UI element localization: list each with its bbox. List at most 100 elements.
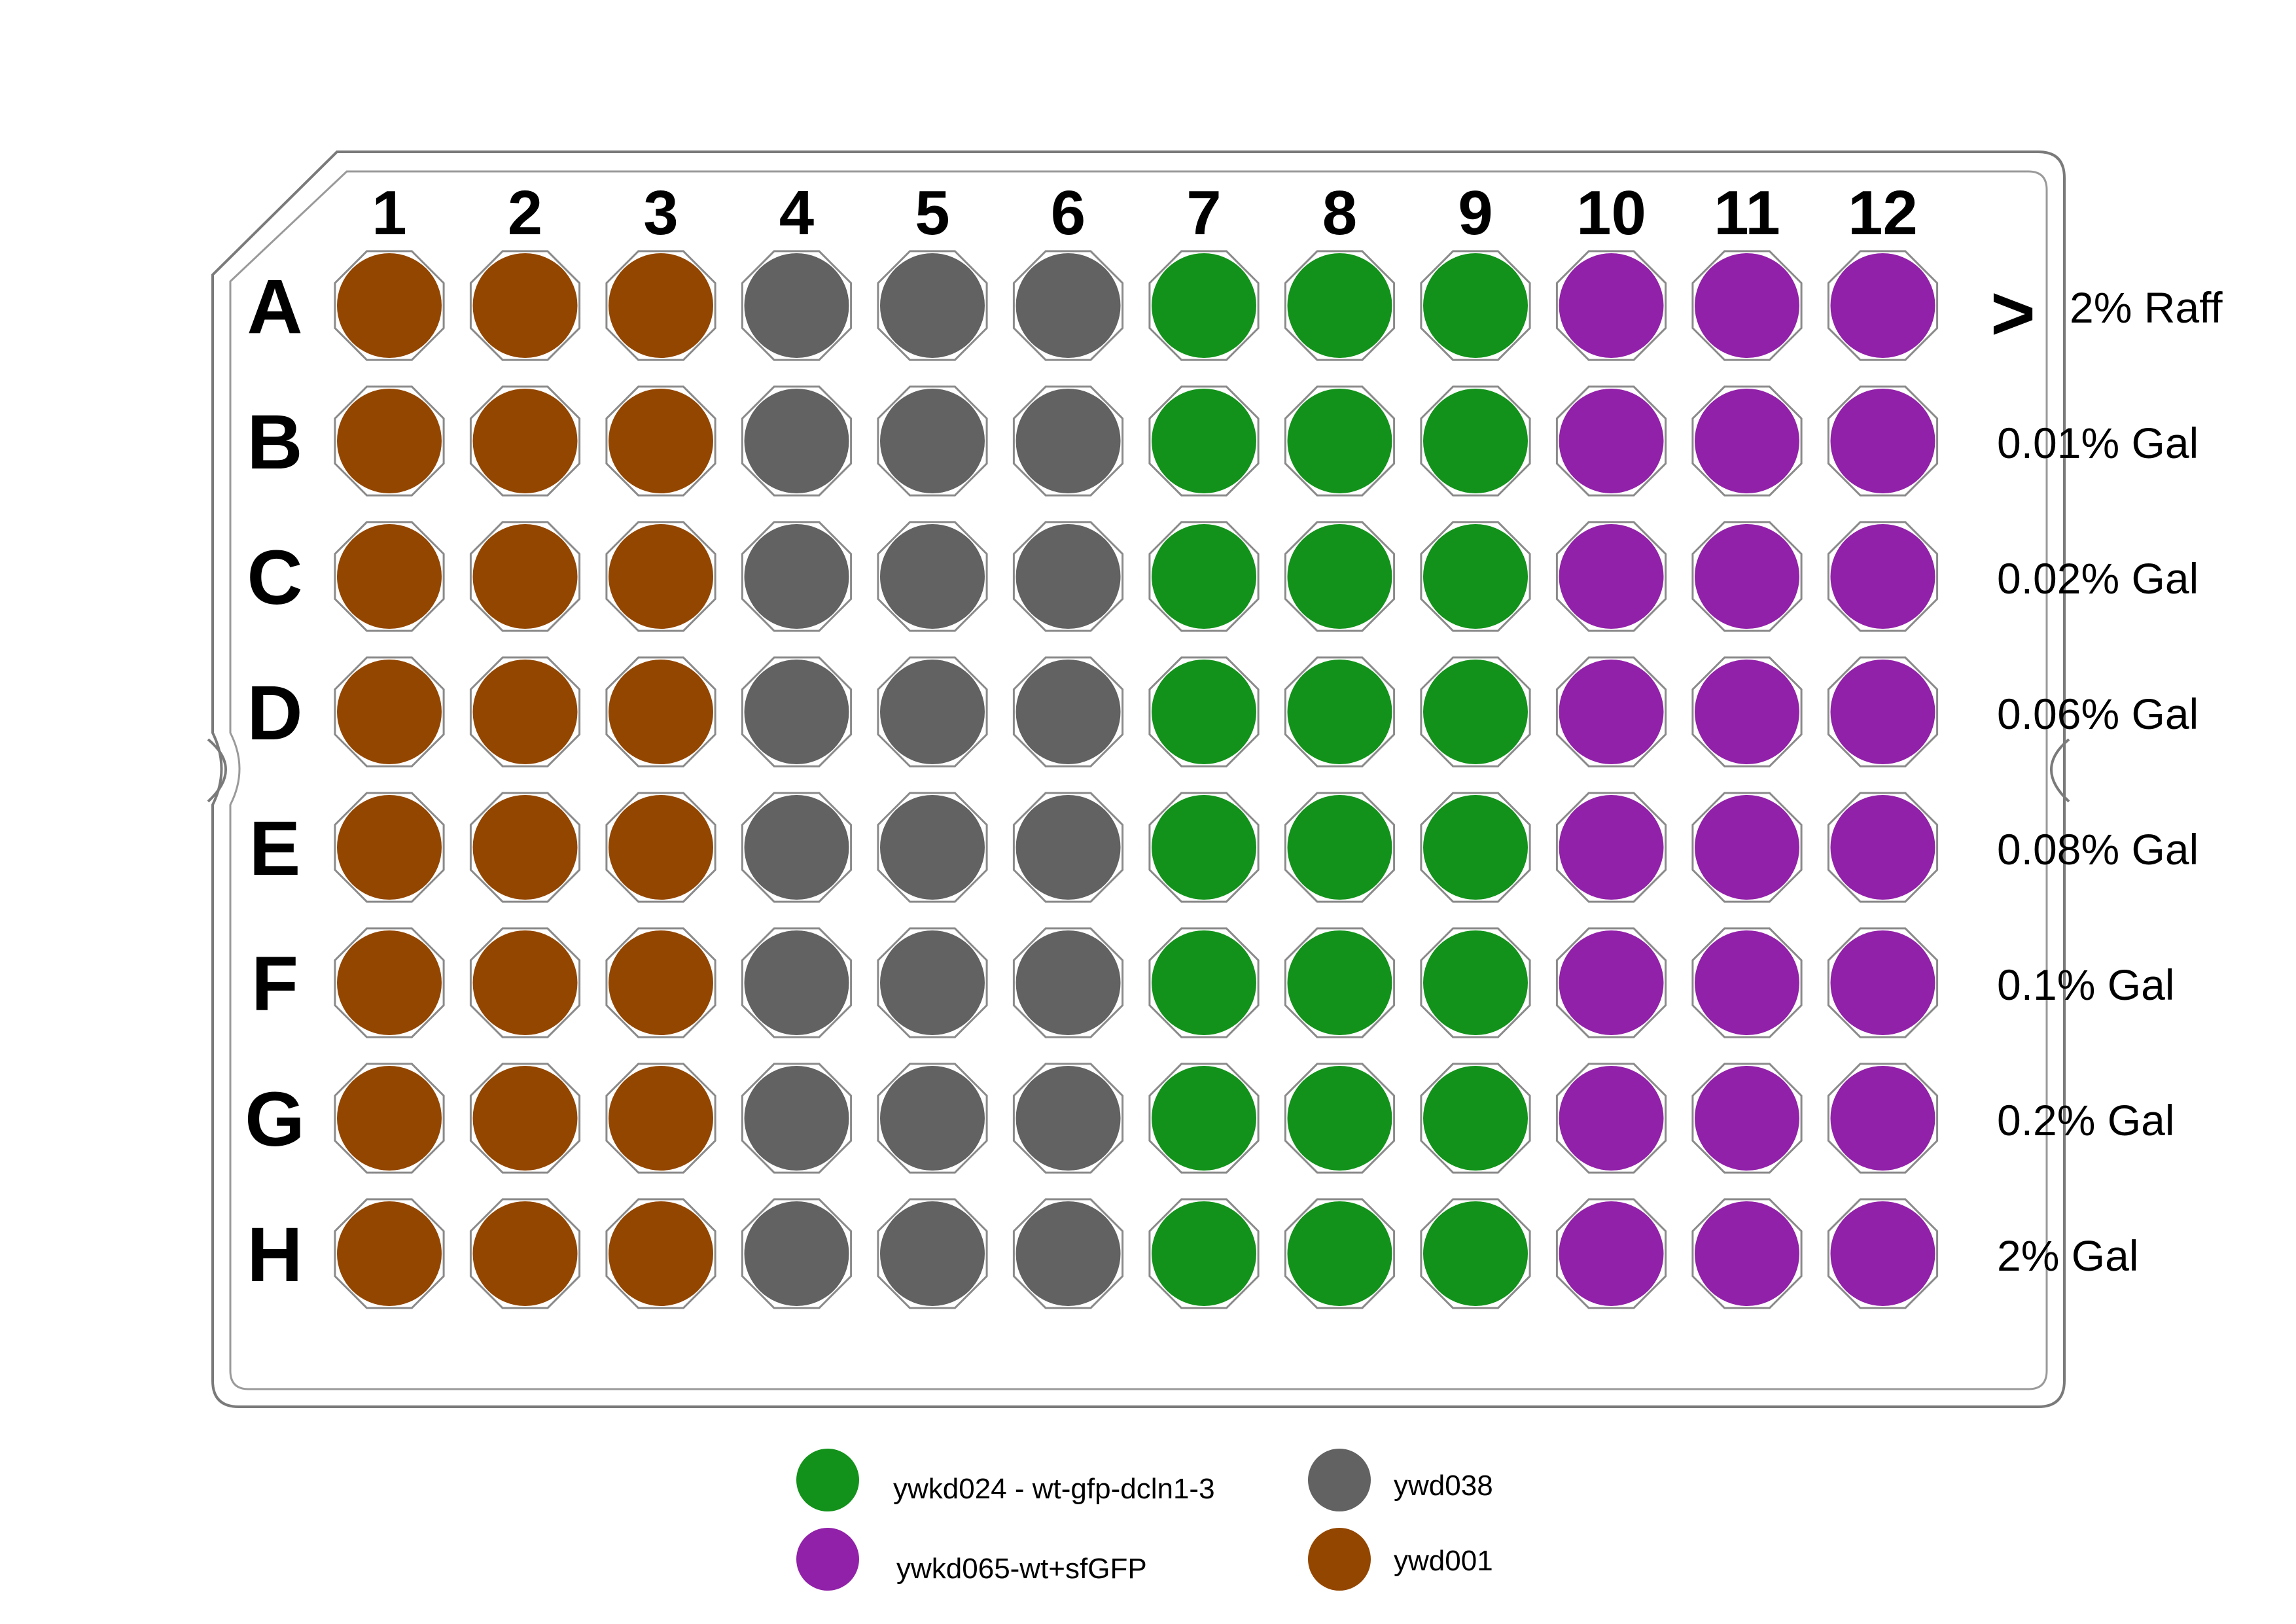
well-rim-E3 — [605, 792, 716, 903]
wells — [334, 250, 1939, 1309]
well-G3 — [609, 1066, 713, 1171]
well-H6 — [1016, 1201, 1121, 1306]
well-B2 — [472, 389, 578, 493]
well-rim-G3 — [605, 1063, 716, 1174]
well-rim-G7 — [1148, 1063, 1260, 1174]
well-H3 — [609, 1201, 713, 1306]
well-rim-D10 — [1555, 656, 1667, 768]
well-rim-A5 — [877, 250, 988, 361]
well-rim-B1 — [334, 385, 445, 497]
well-F3 — [609, 930, 713, 1035]
well-A8 — [1287, 253, 1392, 358]
well-E1 — [337, 795, 442, 900]
legend-label-ywd001: ywd001 — [1394, 1545, 1493, 1577]
well-E11 — [1695, 795, 1799, 900]
well-rim-E10 — [1555, 792, 1667, 903]
well-E3 — [609, 795, 713, 900]
well-rim-B9 — [1420, 385, 1531, 497]
well-H1 — [337, 1201, 442, 1306]
well-rim-C9 — [1420, 521, 1531, 632]
well-rim-G1 — [334, 1063, 445, 1174]
legend-swatch-ywkd065 — [796, 1528, 859, 1591]
well-E12 — [1830, 795, 1935, 900]
well-A5 — [880, 253, 985, 358]
well-rim-F11 — [1691, 927, 1803, 1038]
well-rim-H10 — [1555, 1198, 1667, 1309]
well-G10 — [1559, 1066, 1664, 1171]
well-rim-H11 — [1691, 1198, 1803, 1309]
well-H10 — [1559, 1201, 1664, 1306]
well-D4 — [744, 660, 849, 764]
legend-swatch-ywd001 — [1308, 1528, 1371, 1591]
well-F6 — [1016, 930, 1121, 1035]
well-C6 — [1016, 524, 1121, 629]
well-F2 — [472, 930, 578, 1035]
well-B6 — [1016, 389, 1121, 493]
column-label-8: 8 — [1322, 178, 1357, 248]
well-rim-B6 — [1012, 385, 1124, 497]
well-rim-G10 — [1555, 1063, 1667, 1174]
well-H5 — [880, 1201, 985, 1306]
well-A6 — [1016, 253, 1121, 358]
row-label-A: A — [247, 264, 302, 350]
well-D6 — [1016, 660, 1121, 764]
well-G5 — [880, 1066, 985, 1171]
well-G9 — [1423, 1066, 1528, 1171]
well-B4 — [744, 389, 849, 493]
well-rim-D1 — [334, 656, 445, 768]
condition-label-D: 0.06% Gal — [1997, 690, 2199, 738]
well-F5 — [880, 930, 985, 1035]
row-label-C: C — [247, 535, 302, 621]
well-F8 — [1287, 930, 1392, 1035]
well-B8 — [1287, 389, 1392, 493]
well-A3 — [609, 253, 713, 358]
legend-label-ywkd024: ywkd024 - wt-gfp-dcln1-3 — [893, 1473, 1215, 1505]
condition-labels: >2% Raff 0.01% Gal 0.02% Gal 0.06% Gal 0.08%… — [1990, 270, 2223, 1280]
legend-label-ywd038: ywd038 — [1394, 1470, 1493, 1502]
well-rim-B11 — [1691, 385, 1803, 497]
well-rim-E9 — [1420, 792, 1531, 903]
well-G1 — [337, 1066, 442, 1171]
well-rim-B5 — [877, 385, 988, 497]
well-rim-A2 — [469, 250, 581, 361]
well-A7 — [1152, 253, 1256, 358]
well-A9 — [1423, 253, 1528, 358]
well-rim-D11 — [1691, 656, 1803, 768]
well-rim-D6 — [1012, 656, 1124, 768]
legend-swatch-ywkd024 — [796, 1449, 859, 1511]
well-rim-C11 — [1691, 521, 1803, 632]
well-rim-A3 — [605, 250, 716, 361]
column-label-1: 1 — [372, 178, 406, 248]
well-rim-F10 — [1555, 927, 1667, 1038]
well-rim-G11 — [1691, 1063, 1803, 1174]
well-rim-C7 — [1148, 521, 1260, 632]
well-B1 — [337, 389, 442, 493]
well-rim-C10 — [1555, 521, 1667, 632]
well-C2 — [472, 524, 578, 629]
well-rim-F7 — [1148, 927, 1260, 1038]
well-rim-D8 — [1284, 656, 1396, 768]
well-B12 — [1830, 389, 1935, 493]
well-H2 — [472, 1201, 578, 1306]
well-rim-C3 — [605, 521, 716, 632]
well-rim-F2 — [469, 927, 581, 1038]
well-B10 — [1559, 389, 1664, 493]
well-rim-A1 — [334, 250, 445, 361]
well-A4 — [744, 253, 849, 358]
well-rim-A7 — [1148, 250, 1260, 361]
well-D5 — [880, 660, 985, 764]
plate-outline — [207, 150, 2070, 1408]
well-rim-E12 — [1827, 792, 1939, 903]
well-F10 — [1559, 930, 1664, 1035]
well-H12 — [1830, 1201, 1935, 1306]
well-rim-H2 — [469, 1198, 581, 1309]
condition-label-A: 2% Raff — [2070, 283, 2223, 332]
well-D11 — [1695, 660, 1799, 764]
row-label-H: H — [247, 1212, 302, 1298]
well-B7 — [1152, 389, 1256, 493]
well-rim-E2 — [469, 792, 581, 903]
well-E9 — [1423, 795, 1528, 900]
well-rim-C12 — [1827, 521, 1939, 632]
well-D1 — [337, 660, 442, 764]
well-A2 — [472, 253, 578, 358]
